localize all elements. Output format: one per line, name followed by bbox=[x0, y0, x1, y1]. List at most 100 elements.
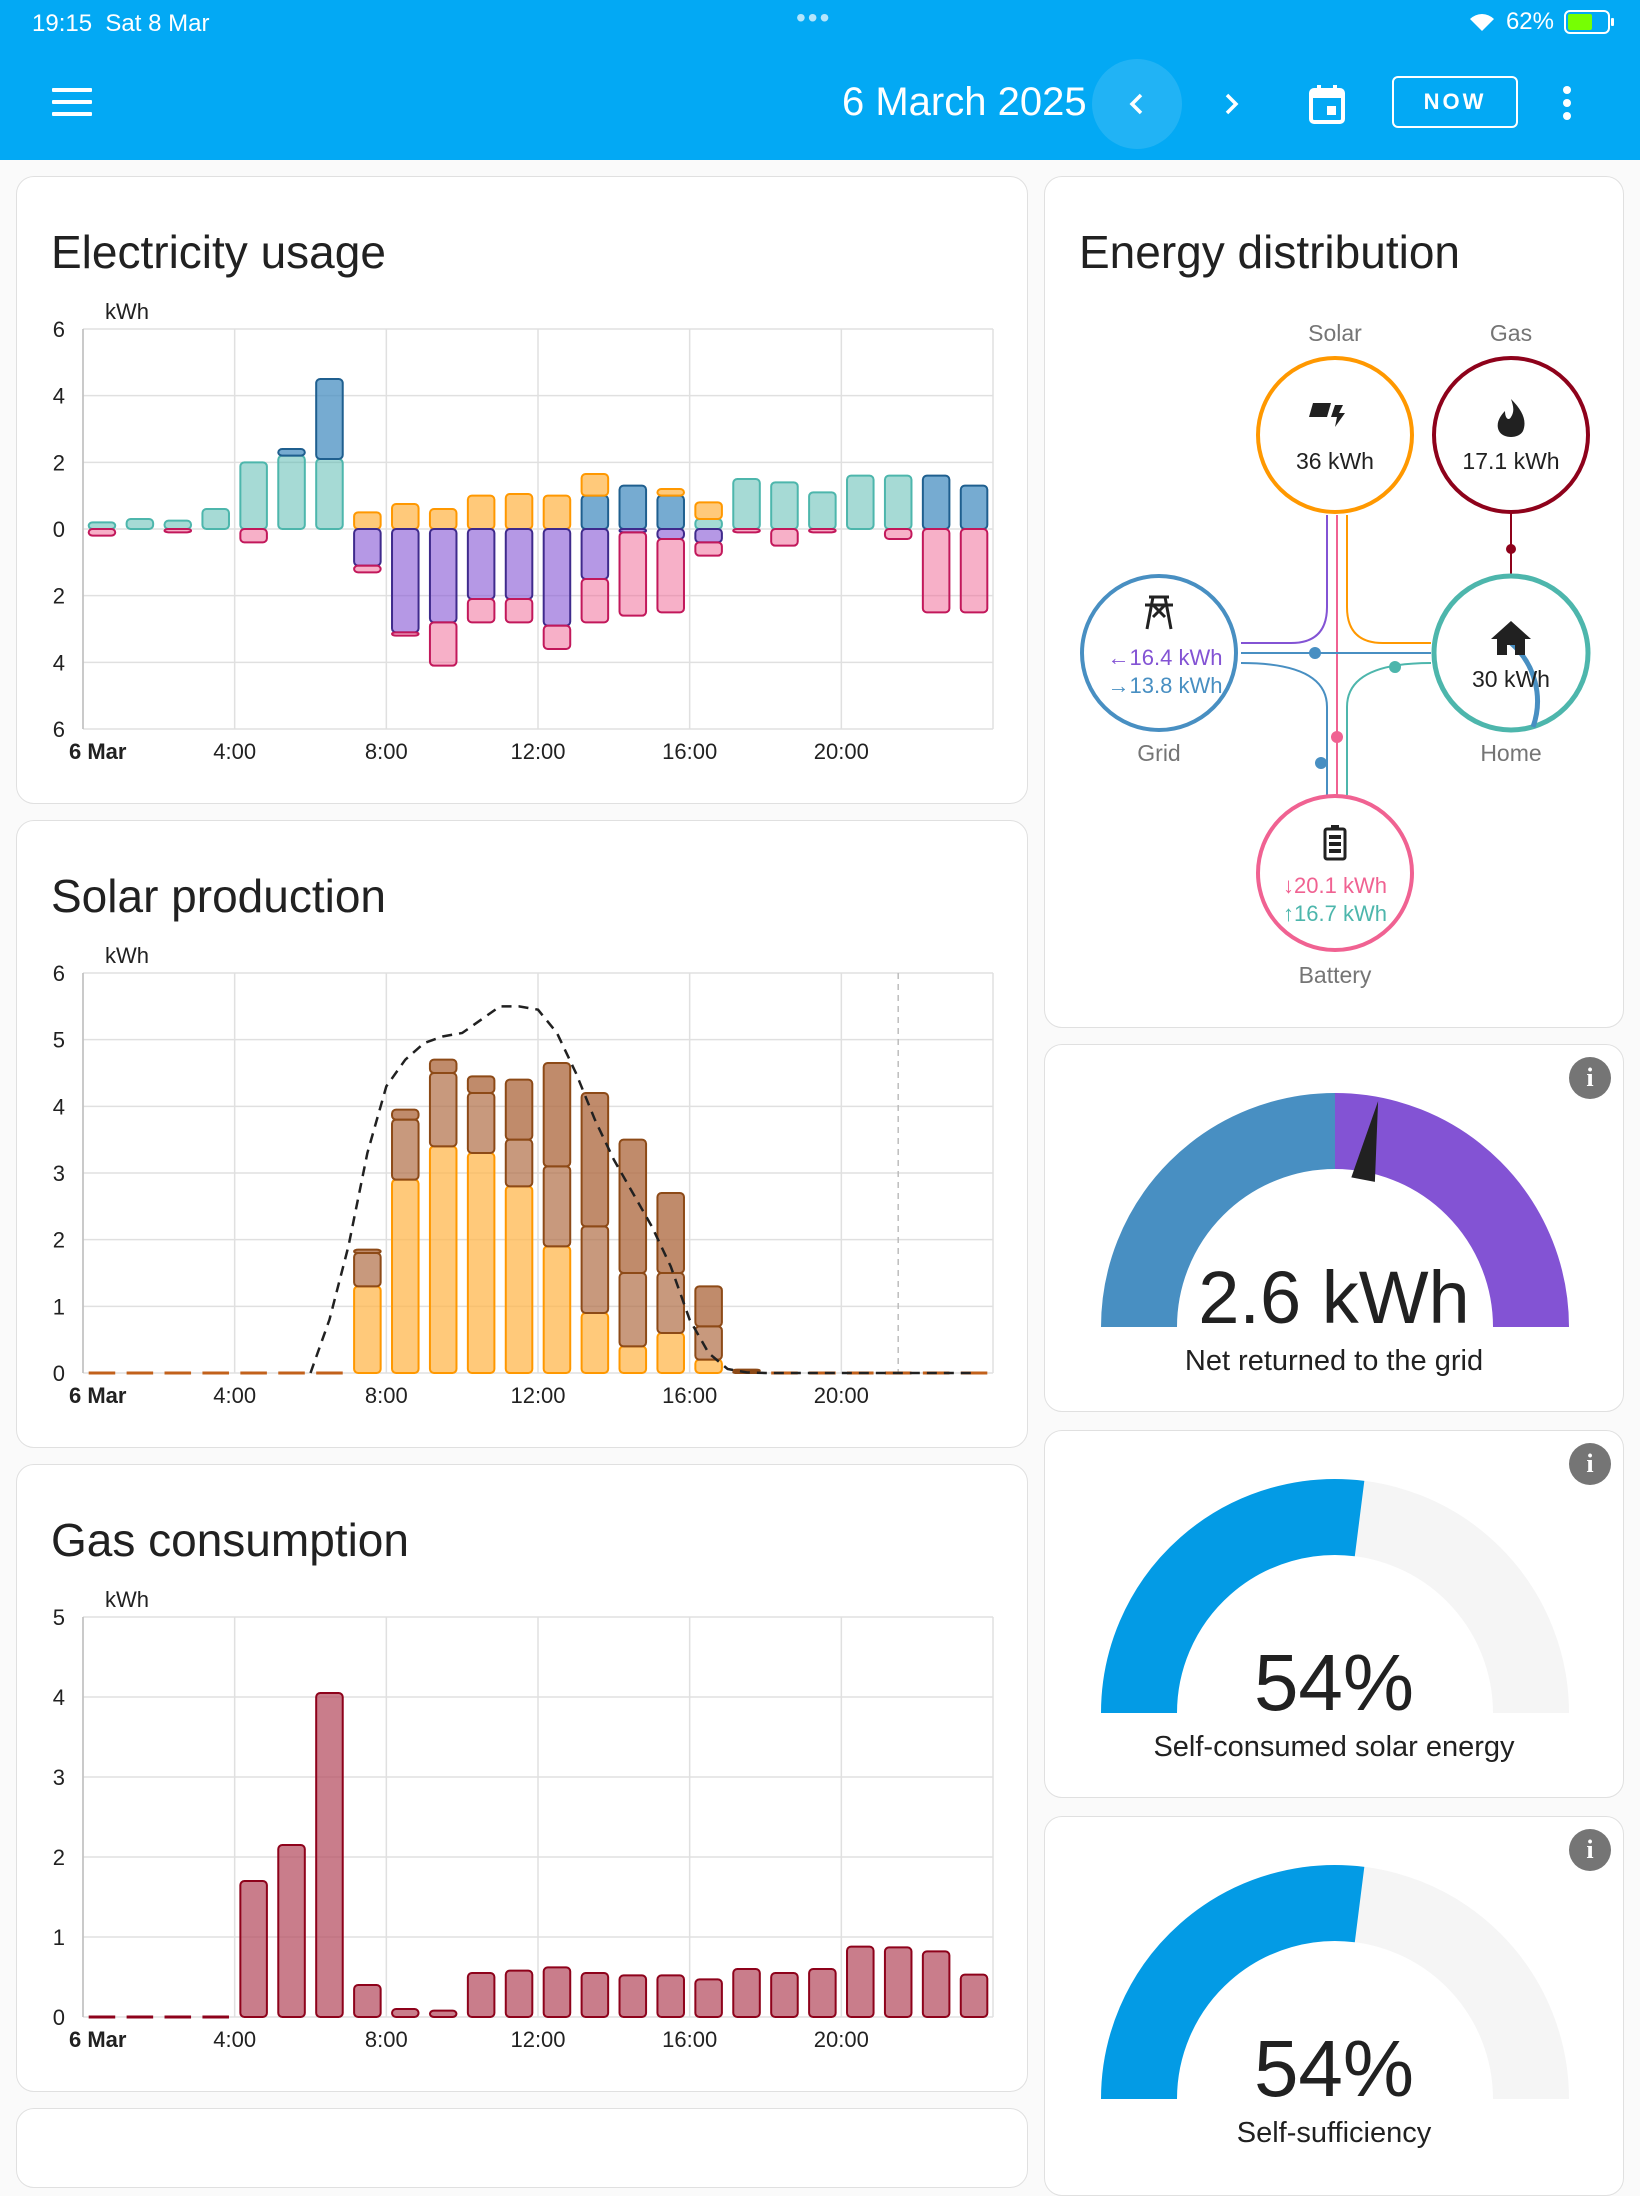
bar-battery_charge bbox=[694, 541, 723, 557]
flow-dot bbox=[1389, 661, 1401, 673]
calendar-icon bbox=[1309, 85, 1345, 124]
battery-percent: 62% bbox=[1505, 8, 1554, 35]
fire-icon bbox=[1497, 399, 1525, 437]
previous-day-button[interactable] bbox=[1092, 59, 1182, 149]
x-tick-label: 12:00 bbox=[510, 2027, 565, 2052]
bar-battery_discharge bbox=[163, 519, 193, 530]
bar-gas bbox=[732, 1968, 761, 2018]
multitask-dots[interactable]: ••• bbox=[796, 2, 832, 33]
bar-gas bbox=[959, 1973, 989, 2019]
battery-icon bbox=[1323, 825, 1347, 861]
gas-consumption-chart[interactable]: kWh 5 4 3 2 1 06 Mar 4:00 8:00 12:00 16:00 20:00 bbox=[17, 1465, 1028, 2092]
bar-array_3 bbox=[428, 1058, 458, 1075]
bar-battery_charge bbox=[808, 528, 837, 534]
bar-battery_discharge bbox=[125, 518, 155, 530]
bar-battery_charge bbox=[391, 631, 420, 637]
bar-gas bbox=[770, 1972, 799, 2018]
bar-battery_charge bbox=[239, 528, 268, 544]
bar-array_2 bbox=[542, 1165, 572, 1248]
bar-battery_discharge bbox=[808, 491, 837, 531]
bar-array_2 bbox=[504, 1138, 534, 1188]
card-title: Electricity usage bbox=[51, 226, 386, 278]
x-tick-label: 16:00 bbox=[662, 2027, 717, 2052]
bar-gas bbox=[846, 1945, 875, 2019]
forecast-line bbox=[309, 1005, 975, 1375]
self-sufficiency-gauge bbox=[1101, 1865, 1569, 2100]
y-tick-label: 0 bbox=[53, 517, 65, 542]
info-icon[interactable]: i bbox=[1569, 1443, 1611, 1485]
calendar-button[interactable] bbox=[1282, 59, 1372, 149]
net-grid-gauge bbox=[1101, 1093, 1569, 1328]
solar-production-chart[interactable]: kWh 6 5 4 3 2 1 06 Mar 4:00 8:00 12:00 16:00 20:00 bbox=[17, 821, 1028, 1448]
next-day-button[interactable] bbox=[1186, 59, 1276, 149]
flow-dot bbox=[1315, 757, 1327, 769]
info-icon[interactable]: i bbox=[1569, 1057, 1611, 1099]
bar-grid_export bbox=[504, 528, 534, 600]
y-tick-label: 4 bbox=[53, 1094, 65, 1119]
solar-production-card: Solar production kWh 6 5 4 3 2 1 0 6 Mar 4:00 8:00… bbox=[16, 820, 1028, 1448]
bar-battery_charge bbox=[883, 528, 913, 540]
home-value: 30 kWh bbox=[1472, 666, 1550, 692]
selected-date: 6 March 2025 bbox=[842, 80, 1087, 124]
bar-gas bbox=[315, 1692, 344, 2018]
info-icon[interactable]: i bbox=[1569, 1829, 1611, 1871]
y-tick-label: 0 bbox=[53, 1361, 65, 1386]
y-tick-label: 6 bbox=[53, 717, 65, 742]
gauge-value: 54% bbox=[1253, 2024, 1415, 2113]
toolbar: 6 March 2025 NOW bbox=[0, 48, 1640, 160]
now-button[interactable]: NOW bbox=[1392, 76, 1518, 128]
bar-battery_discharge bbox=[315, 458, 344, 530]
home-icon bbox=[1491, 621, 1531, 655]
status-bar: 19:15 Sat 8 Mar ••• 62% bbox=[0, 0, 1640, 48]
y-tick-label: 4 bbox=[53, 650, 65, 675]
bar-array_1 bbox=[353, 1285, 382, 1375]
x-tick-label: 8:00 bbox=[365, 2027, 408, 2052]
net-grid-gauge-card: i 2.6 kWh Net returned to the grid bbox=[1044, 1044, 1624, 1412]
x-tick-label: 16:00 bbox=[662, 1383, 717, 1408]
y-tick-label: 5 bbox=[53, 1605, 65, 1630]
bar-battery_discharge bbox=[277, 454, 306, 530]
bar-battery_charge bbox=[428, 621, 458, 667]
bar-grid_export bbox=[353, 528, 382, 567]
bar-grid_import bbox=[277, 448, 306, 457]
x-tick-label: 8:00 bbox=[365, 1383, 408, 1408]
solar-node[interactable] bbox=[1256, 356, 1414, 514]
bar-battery_discharge bbox=[732, 478, 761, 530]
solar-to-grid-flow bbox=[1241, 515, 1328, 644]
card-title: Energy distribution bbox=[1079, 226, 1460, 278]
y-tick-label: 5 bbox=[53, 1028, 65, 1053]
battery-discharge-value: ↑16.7 kWh bbox=[1283, 901, 1387, 926]
bar-grid_export bbox=[656, 528, 685, 540]
bar-battery_discharge bbox=[770, 481, 799, 531]
bar-array_2 bbox=[656, 1272, 685, 1334]
grid-node[interactable] bbox=[1080, 574, 1238, 732]
x-tick-label: 16:00 bbox=[662, 739, 717, 764]
y-tick-label: 2 bbox=[53, 450, 65, 475]
bar-array_1 bbox=[428, 1145, 458, 1375]
gauge-fill bbox=[1101, 1479, 1365, 1714]
y-tick-label: 4 bbox=[53, 1685, 65, 1710]
more-options-icon[interactable] bbox=[1552, 86, 1582, 126]
bar-array_1 bbox=[656, 1332, 685, 1374]
bar-gas bbox=[921, 1950, 951, 2018]
bar-gas bbox=[504, 1969, 534, 2019]
bar-gas bbox=[808, 1968, 837, 2018]
home-node[interactable] bbox=[1431, 573, 1591, 733]
bar-array_3 bbox=[504, 1078, 534, 1141]
card-title: Solar production bbox=[51, 870, 386, 922]
menu-icon[interactable] bbox=[52, 88, 92, 118]
grid-import-value: →13.8 kWh bbox=[1108, 673, 1223, 698]
bar-array_2 bbox=[391, 1118, 420, 1181]
bar-gas bbox=[428, 2009, 458, 2018]
flow-dot bbox=[1309, 647, 1321, 659]
bar-battery_discharge bbox=[883, 474, 913, 530]
bar-array_1 bbox=[504, 1185, 534, 1375]
bar-array_1 bbox=[542, 1245, 572, 1375]
bar-array_2 bbox=[580, 1225, 610, 1315]
bar-gas bbox=[542, 1966, 572, 2018]
battery-node[interactable] bbox=[1256, 794, 1414, 952]
bar-grid_import bbox=[315, 378, 344, 460]
bar-battery_charge bbox=[163, 528, 193, 534]
bar-gas bbox=[883, 1946, 913, 2018]
